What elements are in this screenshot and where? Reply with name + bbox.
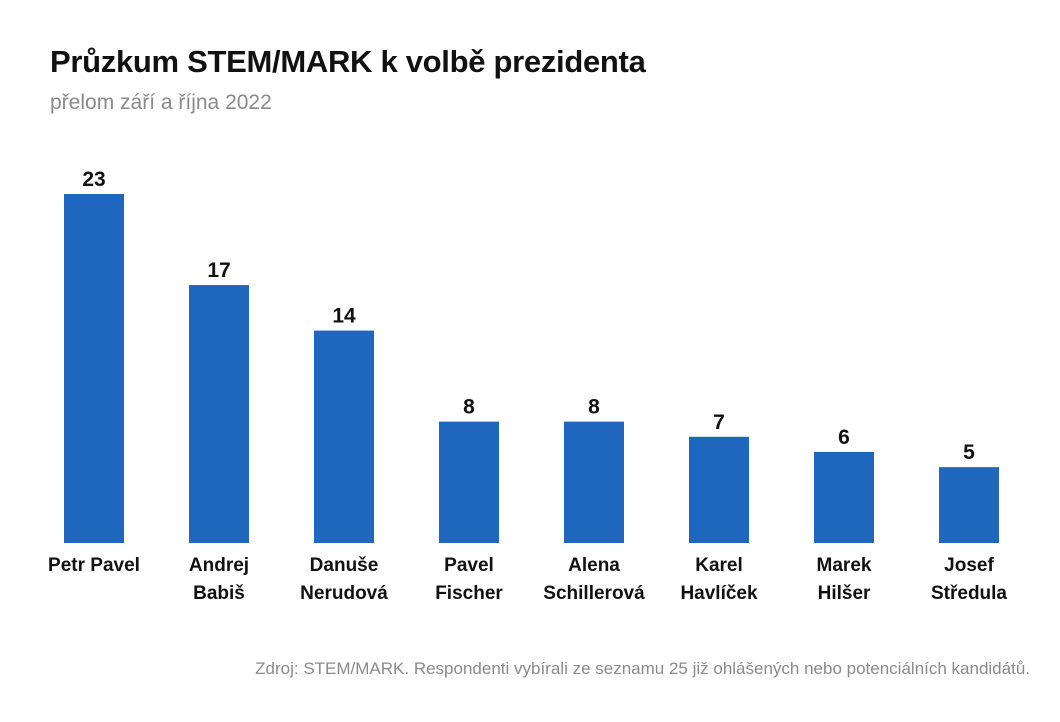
category-label-line: Danuše bbox=[310, 555, 379, 576]
category-label-3: Pavel Fischer bbox=[435, 555, 503, 604]
bar-1 bbox=[189, 285, 249, 543]
category-label-5: Karel Havlíček bbox=[680, 555, 758, 604]
category-label-line: Nerudová bbox=[300, 583, 388, 604]
category-label-2: Danuše Nerudová bbox=[300, 555, 388, 604]
category-label-1: Andrej Babiš bbox=[189, 555, 249, 604]
category-label-4: Alena Schillerová bbox=[543, 555, 645, 604]
value-label-0: 23 bbox=[82, 168, 105, 191]
category-label-0: Petr Pavel bbox=[48, 555, 140, 576]
bar-0 bbox=[64, 194, 124, 543]
value-label-2: 14 bbox=[332, 305, 356, 328]
chart-title: Průzkum STEM/MARK k volbě prezidenta bbox=[50, 44, 646, 79]
category-label-line: Hilšer bbox=[818, 583, 871, 604]
category-label-line: Andrej bbox=[189, 555, 249, 576]
bar-5 bbox=[689, 436, 749, 543]
category-label-line: Alena bbox=[568, 555, 620, 576]
bar-3 bbox=[439, 421, 499, 543]
bar-6 bbox=[814, 451, 874, 543]
category-label-line: Karel bbox=[695, 555, 743, 576]
value-label-3: 8 bbox=[463, 396, 475, 419]
category-label-line: Pavel bbox=[444, 555, 494, 576]
category-label-line: Fischer bbox=[435, 583, 503, 604]
category-labels-group: Petr Pavel Andrej Babiš Danuše Nerudová Pavel… bbox=[48, 555, 1007, 604]
category-label-7: Josef Středula bbox=[931, 555, 1007, 604]
category-label-line: Schillerová bbox=[543, 583, 645, 604]
value-label-1: 17 bbox=[207, 259, 230, 282]
category-label-line: Josef bbox=[944, 555, 994, 576]
category-label-line: Marek bbox=[817, 555, 872, 576]
bar-4 bbox=[564, 421, 624, 543]
bars-group bbox=[64, 194, 999, 543]
bar-7 bbox=[939, 467, 999, 543]
category-label-line: Středula bbox=[931, 583, 1007, 604]
value-label-5: 7 bbox=[713, 411, 725, 434]
value-label-6: 6 bbox=[838, 426, 850, 449]
value-labels-group: 23 17 14 8 8 7 6 5 bbox=[82, 168, 975, 464]
bar-2 bbox=[314, 330, 374, 543]
category-label-6: Marek Hilšer bbox=[817, 555, 872, 604]
category-label-line: Petr Pavel bbox=[48, 555, 140, 576]
value-label-7: 5 bbox=[963, 441, 975, 464]
category-label-line: Havlíček bbox=[680, 583, 758, 604]
category-label-line: Babiš bbox=[193, 583, 245, 604]
source-note: Zdroj: STEM/MARK. Respondenti vybírali z… bbox=[255, 659, 1030, 678]
value-label-4: 8 bbox=[588, 396, 600, 419]
chart-subtitle: přelom září a října 2022 bbox=[50, 91, 272, 114]
